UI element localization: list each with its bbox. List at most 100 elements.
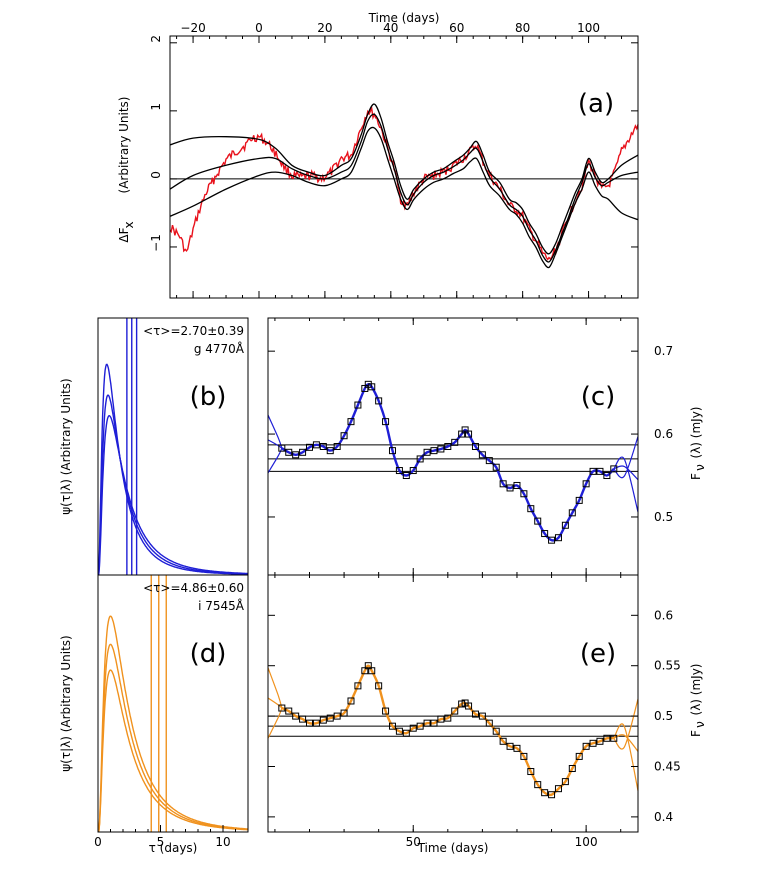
y-axis-label-tail: (λ) (mJy) bbox=[689, 664, 703, 716]
data-point bbox=[340, 432, 348, 440]
data-point bbox=[326, 447, 334, 455]
data-point bbox=[285, 707, 293, 715]
data-point bbox=[423, 448, 431, 456]
band-label: i 7545Å bbox=[198, 598, 245, 613]
data-point bbox=[319, 443, 327, 450]
model-curve-tail bbox=[613, 456, 639, 513]
panel-a-frame bbox=[169, 35, 639, 299]
data-point bbox=[375, 397, 383, 405]
data-point bbox=[561, 521, 569, 529]
y-tick-label: 0.55 bbox=[654, 659, 681, 673]
data-point bbox=[582, 480, 590, 488]
data-point bbox=[554, 534, 562, 542]
data-point bbox=[368, 383, 376, 391]
data-point bbox=[333, 443, 341, 450]
data-point bbox=[395, 467, 403, 475]
transfer-curve bbox=[97, 643, 248, 833]
y-tick-label: 0 bbox=[149, 171, 163, 179]
data-point bbox=[430, 719, 438, 727]
data-point bbox=[437, 715, 445, 723]
y-axis-label-main: ΔF bbox=[117, 227, 131, 242]
panel-label-c: (c) bbox=[581, 382, 616, 412]
data-point bbox=[610, 734, 618, 742]
data-point bbox=[347, 418, 355, 426]
x-tick-label: 0 bbox=[255, 21, 263, 35]
data-point bbox=[520, 752, 528, 760]
data-point bbox=[582, 742, 590, 750]
model-curve-lead bbox=[267, 414, 283, 449]
x-tick-label: 20 bbox=[317, 21, 332, 35]
data-point bbox=[305, 719, 313, 727]
data-point bbox=[575, 752, 583, 760]
data-point bbox=[368, 667, 376, 675]
data-point bbox=[478, 451, 486, 459]
data-point bbox=[319, 716, 327, 724]
model-curve bbox=[281, 664, 614, 797]
panel-c: 0.5 0.6 0.7 Fν (λ) (mJy) (c) bbox=[267, 317, 707, 576]
data-point bbox=[541, 789, 549, 797]
xray-lightcurve bbox=[169, 106, 639, 261]
y-axis-label-tail: (λ) (mJy) bbox=[689, 407, 703, 459]
y-axis-label-sub: x bbox=[122, 221, 136, 228]
transfer-curve bbox=[97, 414, 248, 576]
data-point bbox=[485, 719, 493, 727]
band-label: g 4770Å bbox=[194, 341, 245, 356]
panel-label-b: (b) bbox=[190, 382, 227, 412]
data-point bbox=[541, 530, 549, 538]
y-tick-label: 2 bbox=[149, 35, 163, 43]
data-point bbox=[589, 467, 597, 475]
y-tick-label: 0.5 bbox=[654, 510, 673, 524]
model-curve bbox=[169, 126, 639, 269]
model-curve bbox=[281, 382, 615, 542]
x-tick-label: 60 bbox=[449, 21, 464, 35]
data-point bbox=[409, 467, 417, 475]
y-axis-label-main: F bbox=[689, 473, 703, 480]
panel-e: 0.4 0.45 0.5 0.55 0.6 Fν (λ) (mJy) (e) 50 100 Time… bbox=[267, 574, 707, 855]
model-curve-tail bbox=[613, 734, 639, 752]
x-tick-label: 80 bbox=[515, 21, 530, 35]
y-tick-label: 0.7 bbox=[654, 344, 673, 358]
data-point bbox=[382, 418, 390, 426]
data-point bbox=[292, 712, 300, 720]
x-tick-label: 5 bbox=[157, 835, 165, 849]
data-point bbox=[610, 465, 618, 473]
data-point bbox=[568, 765, 576, 773]
data-point bbox=[444, 714, 452, 722]
data-point bbox=[312, 719, 320, 727]
data-point bbox=[534, 517, 542, 525]
transfer-curve bbox=[97, 394, 248, 576]
model-curve-lead bbox=[267, 447, 283, 474]
data-point bbox=[382, 707, 390, 715]
data-point bbox=[527, 505, 535, 513]
data-point bbox=[499, 480, 507, 488]
data-point bbox=[520, 490, 528, 498]
data-point bbox=[506, 484, 514, 492]
model-curve bbox=[169, 113, 639, 263]
x-tick-label: 50 bbox=[406, 835, 421, 849]
panel-a: −20 0 20 40 60 80 100 −1 0 1 2 Time (days) ΔFx (Arbit… bbox=[117, 11, 639, 299]
x-axis-label: Time (days) bbox=[417, 841, 489, 855]
y-tick-label: 0.6 bbox=[654, 608, 673, 622]
mean-lag-annotation: <τ>=2.70±0.39 bbox=[143, 324, 244, 338]
x-tick-label: 100 bbox=[577, 21, 600, 35]
mean-lag-annotation: <τ>=4.86±0.60 bbox=[143, 581, 244, 595]
data-point bbox=[312, 441, 320, 449]
panel-b-frame bbox=[97, 317, 249, 576]
y-axis-label: ψ(τ|λ) (Arbitrary Units) bbox=[59, 635, 73, 771]
data-point bbox=[299, 715, 307, 723]
data-point bbox=[402, 472, 410, 480]
x-axis-label: τ (days) bbox=[149, 841, 198, 855]
panel-label-d: (d) bbox=[190, 639, 227, 669]
data-point bbox=[409, 724, 417, 732]
data-point bbox=[305, 443, 313, 451]
model-curve-lead bbox=[267, 667, 283, 709]
data-point bbox=[568, 509, 576, 517]
data-point bbox=[326, 714, 334, 722]
data-point bbox=[575, 496, 583, 504]
model-curve bbox=[169, 103, 639, 255]
data-point bbox=[285, 448, 293, 456]
data-point bbox=[603, 734, 611, 742]
x-axis-label: Time (days) bbox=[368, 11, 440, 25]
data-point bbox=[388, 722, 396, 730]
